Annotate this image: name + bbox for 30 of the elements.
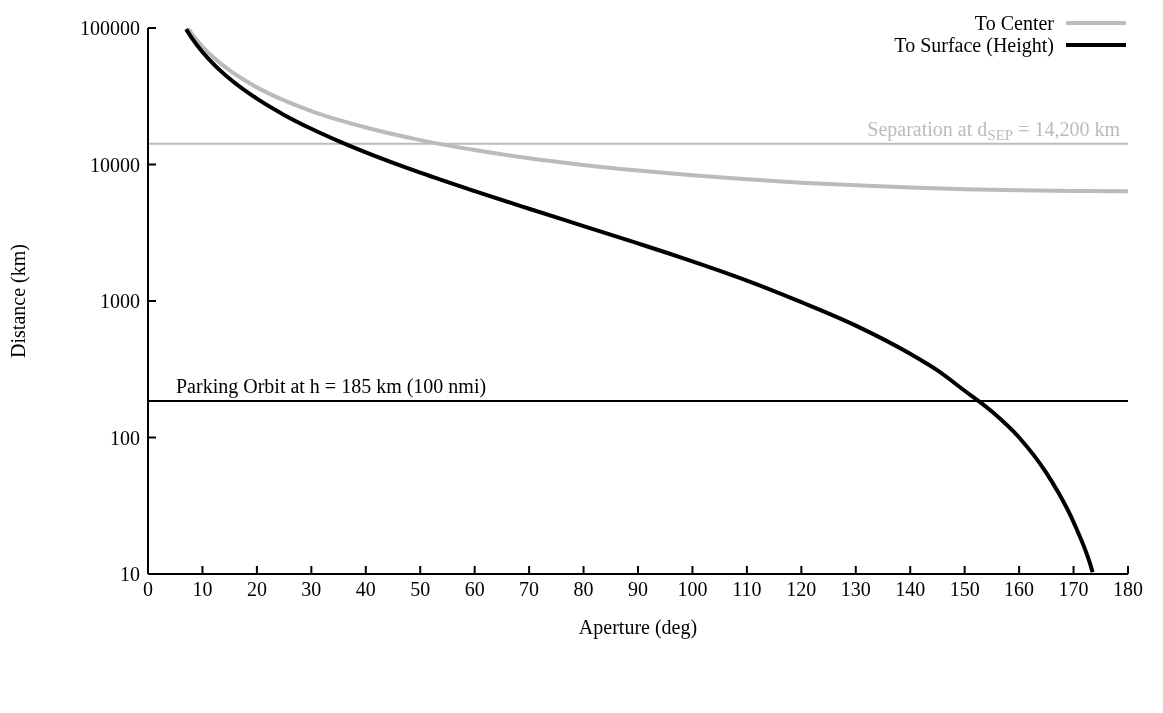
y-axis-title: Distance (km) bbox=[7, 244, 31, 358]
ref-line-label: Separation at d$_{SEP}$ = 14,200 km bbox=[867, 117, 1121, 143]
x-tick-label: 130 bbox=[840, 578, 871, 601]
ref-line-label: Parking Orbit at h = 185 km (100 nmi) bbox=[176, 375, 487, 399]
y-tick-label: 1000 bbox=[100, 290, 140, 313]
x-tick-label: 80 bbox=[573, 578, 594, 601]
x-tick-label: 170 bbox=[1058, 578, 1089, 601]
x-tick-label: 70 bbox=[519, 578, 540, 601]
y-tick-label: 10 bbox=[120, 563, 140, 586]
x-tick-label: 160 bbox=[1004, 578, 1035, 601]
x-tick-label: 110 bbox=[732, 578, 762, 601]
x-tick-label: 40 bbox=[355, 578, 376, 601]
x-tick-label: 30 bbox=[301, 578, 322, 601]
x-tick-label: 140 bbox=[895, 578, 926, 601]
x-tick-label: 50 bbox=[410, 578, 431, 601]
x-tick-label: 150 bbox=[949, 578, 980, 601]
x-tick-label: 10 bbox=[192, 578, 213, 601]
x-tick-label: 180 bbox=[1113, 578, 1143, 601]
y-tick-label: 10000 bbox=[90, 153, 140, 176]
y-tick-label: 100000 bbox=[80, 17, 140, 40]
x-tick-label: 60 bbox=[464, 578, 485, 601]
x-tick-label: 120 bbox=[786, 578, 817, 601]
x-tick-label: 100 bbox=[677, 578, 708, 601]
x-tick-label: 0 bbox=[143, 578, 153, 601]
x-axis-title: Aperture (deg) bbox=[578, 616, 698, 639]
x-tick-label: 20 bbox=[246, 578, 267, 601]
legend-label: To Center bbox=[974, 12, 1054, 34]
y-tick-label: 100 bbox=[110, 426, 140, 449]
legend-label: To Surface (Height) bbox=[894, 34, 1054, 56]
x-tick-label: 90 bbox=[628, 578, 648, 601]
